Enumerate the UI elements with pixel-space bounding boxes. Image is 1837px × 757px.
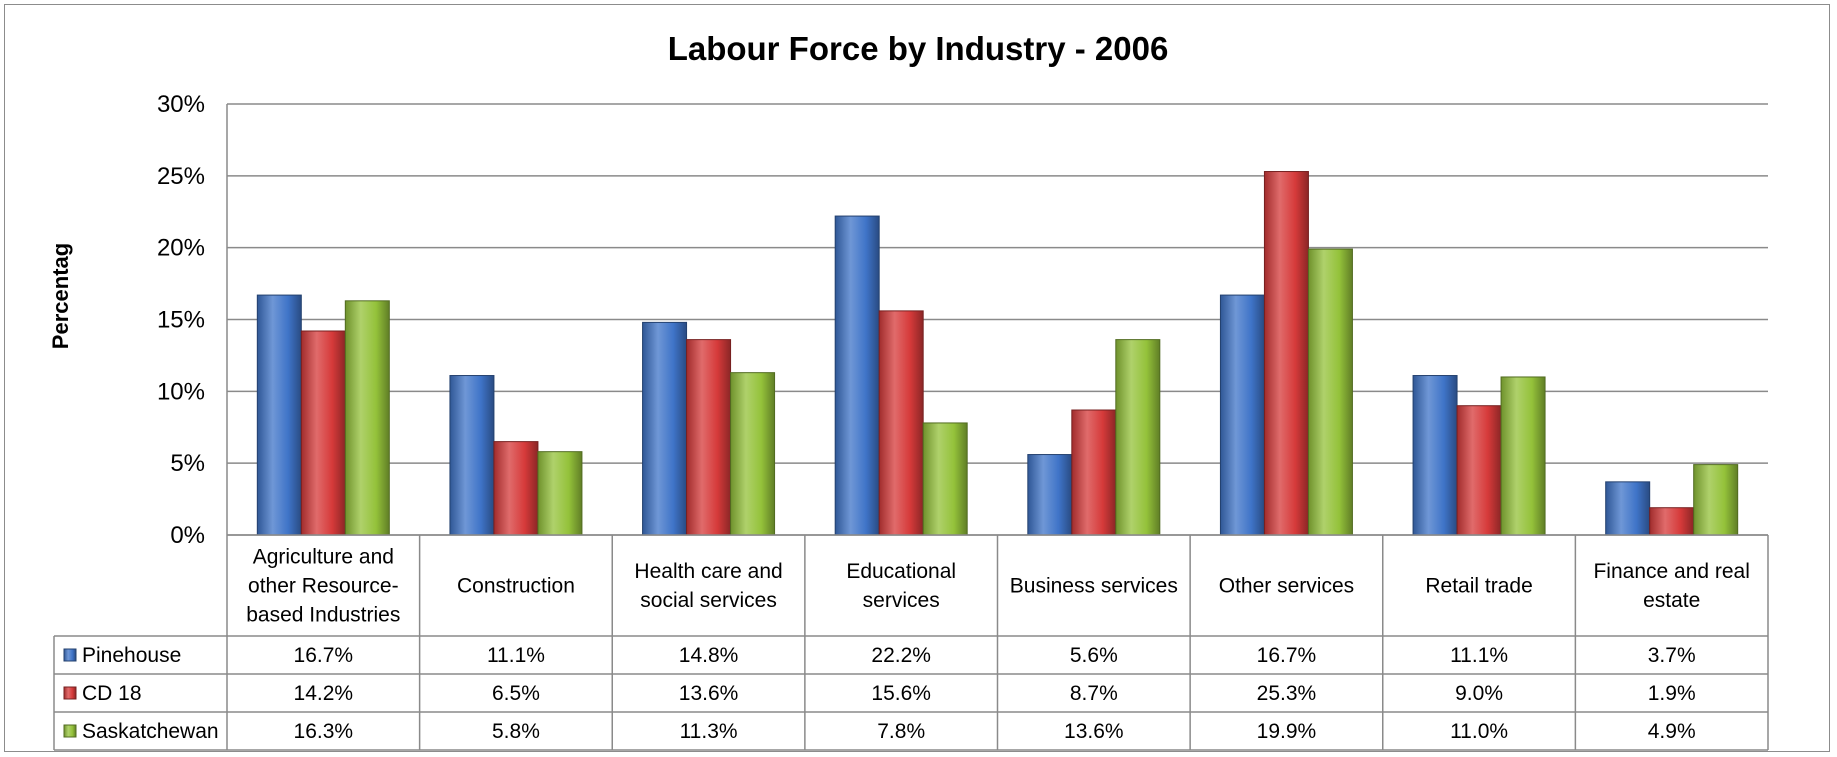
bar-saskatchewan — [730, 372, 776, 536]
category-label: services — [863, 589, 940, 612]
y-tick-label: 5% — [170, 450, 205, 477]
legend-key-pinehouse — [63, 648, 77, 662]
y-tick-label: 10% — [157, 378, 205, 405]
data-label: 4.9% — [1648, 720, 1696, 743]
data-label: 6.5% — [492, 682, 540, 705]
category-label: Business services — [1010, 575, 1178, 598]
y-tick-label: 25% — [157, 163, 205, 190]
chart-title: Labour Force by Industry - 2006 — [668, 30, 1169, 67]
category-label: estate — [1643, 589, 1700, 612]
y-tick-label: 30% — [157, 91, 205, 118]
category-label: Other services — [1219, 575, 1354, 598]
data-label: 11.1% — [487, 644, 545, 667]
bar-saskatchewan — [1500, 376, 1546, 536]
bar-cd-18 — [1456, 405, 1502, 536]
bar-cd-18 — [1649, 507, 1695, 536]
bar-pinehouse — [449, 375, 495, 536]
bar-saskatchewan — [1115, 339, 1161, 536]
data-label: 11.1% — [1450, 644, 1508, 667]
legend-label: Pinehouse — [82, 644, 181, 667]
data-label: 3.7% — [1648, 644, 1696, 667]
data-label: 11.3% — [680, 720, 738, 743]
data-label: 11.0% — [1450, 720, 1508, 743]
y-axis-label: Percentag — [48, 243, 73, 349]
bar-pinehouse — [1219, 294, 1265, 536]
category-label: social services — [640, 589, 777, 612]
data-label: 15.6% — [871, 682, 931, 705]
bar-pinehouse — [1412, 375, 1458, 536]
data-label: 25.3% — [1257, 682, 1317, 705]
category-label: Health care and — [634, 560, 782, 583]
legend-label: CD 18 — [82, 682, 142, 705]
bar-saskatchewan — [537, 451, 583, 536]
y-tick-label: 15% — [157, 307, 205, 334]
category-label: Agriculture and — [253, 546, 394, 569]
category-label: other Resource- — [248, 575, 399, 598]
y-axis-ticks: 0% 5% 10% 15% 20% 25% 30% — [157, 91, 205, 549]
bar-pinehouse — [1027, 454, 1073, 536]
category-label: Retail trade — [1425, 575, 1532, 598]
category-label: Educational — [846, 560, 956, 583]
data-label: 14.8% — [679, 644, 739, 667]
data-label: 14.2% — [294, 682, 354, 705]
legend-label: Saskatchewan — [82, 720, 219, 743]
bar-cd-18 — [878, 310, 924, 536]
bars — [256, 171, 1739, 536]
bar-cd-18 — [1071, 409, 1117, 536]
data-label: 7.8% — [877, 720, 925, 743]
bar-cd-18 — [493, 441, 539, 536]
bar-cd-18 — [1263, 171, 1309, 536]
bar-pinehouse — [834, 215, 880, 536]
data-label: 16.7% — [294, 644, 354, 667]
y-tick-label: 20% — [157, 235, 205, 262]
data-label: 22.2% — [871, 644, 931, 667]
data-label: 13.6% — [1064, 720, 1124, 743]
bar-saskatchewan — [922, 422, 968, 536]
category-label: based Industries — [246, 604, 400, 627]
data-label: 16.3% — [294, 720, 354, 743]
bar-pinehouse — [1605, 481, 1651, 536]
bar-cd-18 — [686, 339, 732, 536]
category-label: Finance and real — [1593, 560, 1749, 583]
bar-pinehouse — [642, 321, 688, 536]
data-label: 1.9% — [1648, 682, 1696, 705]
bar-saskatchewan — [1307, 248, 1353, 536]
data-table: Agriculture and other Resource-based Indu… — [53, 534, 1769, 751]
legend-key-cd-18 — [63, 686, 77, 700]
data-label: 19.9% — [1257, 720, 1317, 743]
data-label: 5.8% — [492, 720, 540, 743]
legend-key-saskatchewan — [63, 724, 77, 738]
data-label: 9.0% — [1455, 682, 1503, 705]
data-label: 5.6% — [1070, 644, 1118, 667]
y-tick-label: 0% — [170, 522, 205, 549]
bar-pinehouse — [256, 294, 302, 536]
data-label: 8.7% — [1070, 682, 1118, 705]
category-label: Construction — [457, 575, 575, 598]
data-label: 13.6% — [679, 682, 739, 705]
data-label: 16.7% — [1257, 644, 1317, 667]
bar-saskatchewan — [1693, 464, 1739, 536]
bar-saskatchewan — [344, 300, 390, 536]
bar-cd-18 — [300, 330, 346, 536]
